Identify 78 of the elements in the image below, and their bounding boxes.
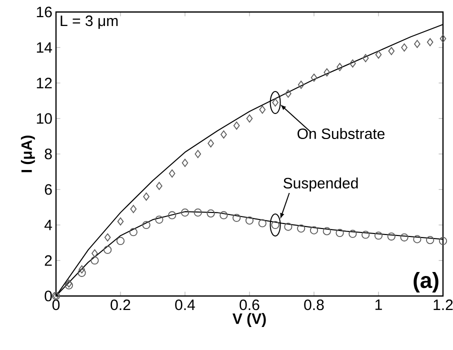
point [180, 208, 190, 217]
point [168, 169, 176, 178]
point [310, 74, 318, 82]
annotation: (a) [414, 272, 438, 292]
point [232, 214, 241, 222]
point [324, 68, 330, 76]
point [104, 246, 112, 254]
y-tick-label: 16 [36, 6, 52, 18]
y-tick-label: 12 [36, 78, 52, 88]
point [129, 228, 138, 236]
y-tick-label: 4 [44, 220, 52, 230]
point [194, 208, 202, 217]
annotation: On Substrate [298, 128, 385, 140]
point [310, 226, 318, 234]
point [208, 139, 214, 148]
point [297, 224, 306, 233]
point [348, 230, 357, 238]
y-tick-label: 2 [44, 255, 52, 266]
point [426, 38, 434, 46]
y-tick-label: 14 [36, 42, 52, 53]
point [298, 80, 304, 89]
y-tick-label: 10 [36, 113, 52, 124]
point [284, 222, 292, 231]
point [246, 114, 253, 123]
annotation: L = 3 μm [60, 16, 118, 29]
point [155, 216, 164, 224]
point [336, 62, 343, 72]
point [92, 249, 98, 258]
point [182, 158, 188, 167]
point [438, 236, 448, 246]
point [143, 192, 150, 201]
point [194, 150, 202, 158]
point [168, 211, 176, 220]
x-tick-label: 0.6 [240, 300, 260, 310]
x-tick-label: 0.8 [304, 300, 324, 310]
point [350, 59, 356, 68]
y-tick-label: 8 [44, 148, 52, 160]
x-axis-title: V (V) [232, 313, 266, 327]
point [336, 228, 344, 238]
point [206, 209, 215, 218]
point [220, 211, 228, 220]
point [414, 40, 420, 48]
x-tick-label: 1 [375, 300, 382, 310]
point [259, 106, 266, 114]
y-axis-title: I (μA) [20, 136, 35, 172]
point [130, 204, 137, 214]
point [426, 236, 434, 244]
point [388, 46, 395, 56]
point [400, 233, 408, 242]
point [220, 130, 227, 139]
point [233, 122, 240, 130]
point [362, 54, 369, 62]
point [374, 232, 383, 240]
point [116, 236, 125, 246]
point [387, 232, 396, 241]
point [375, 50, 382, 59]
annotation: Suspended [284, 177, 358, 192]
point [117, 217, 124, 226]
y-tick-label: 0 [44, 290, 52, 302]
x-tick-label: 0.4 [175, 300, 195, 310]
point [104, 233, 111, 242]
point [90, 256, 99, 265]
x-tick-label: 1.2 [434, 300, 453, 310]
point [156, 182, 162, 190]
point [78, 268, 86, 277]
point [413, 235, 422, 244]
point [362, 230, 370, 239]
point [322, 227, 331, 236]
point [142, 220, 150, 230]
point [78, 265, 85, 274]
point [245, 216, 254, 225]
x-tick-label: 0.2 [110, 300, 130, 310]
y-tick-label: 6 [44, 184, 52, 195]
point [440, 34, 446, 43]
point [401, 43, 408, 52]
x-tick-label: 0 [52, 300, 60, 310]
point [258, 219, 266, 228]
point [285, 90, 292, 98]
